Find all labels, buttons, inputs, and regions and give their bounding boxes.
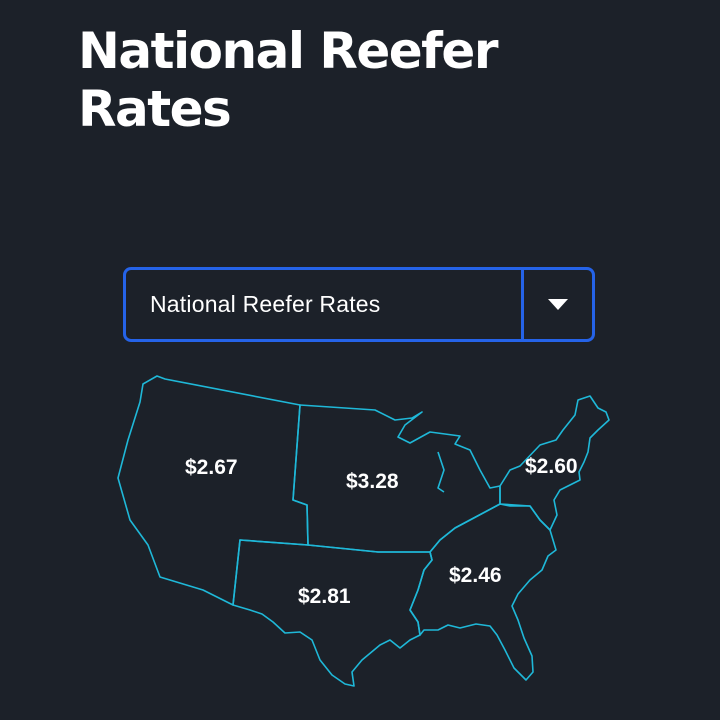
region-southwest-outline[interactable]: [232, 539, 433, 687]
rates-dropdown[interactable]: National Reefer Rates: [123, 267, 595, 342]
rate-label-midwest: $3.28: [346, 470, 399, 493]
lake-michigan-outline: [437, 451, 445, 493]
region-southeast-outline[interactable]: [409, 503, 557, 681]
rate-label-northeast: $2.60: [525, 455, 578, 478]
caret-down-icon: [548, 299, 568, 310]
dropdown-toggle-button[interactable]: [521, 270, 592, 339]
page-title: National Reefer Rates: [78, 22, 499, 138]
region-west-outline[interactable]: [117, 375, 309, 606]
dropdown-selected-value: National Reefer Rates: [150, 291, 381, 317]
rate-label-southwest: $2.81: [298, 585, 351, 608]
rate-label-west: $2.67: [185, 456, 238, 479]
rate-label-southeast: $2.46: [449, 564, 502, 587]
